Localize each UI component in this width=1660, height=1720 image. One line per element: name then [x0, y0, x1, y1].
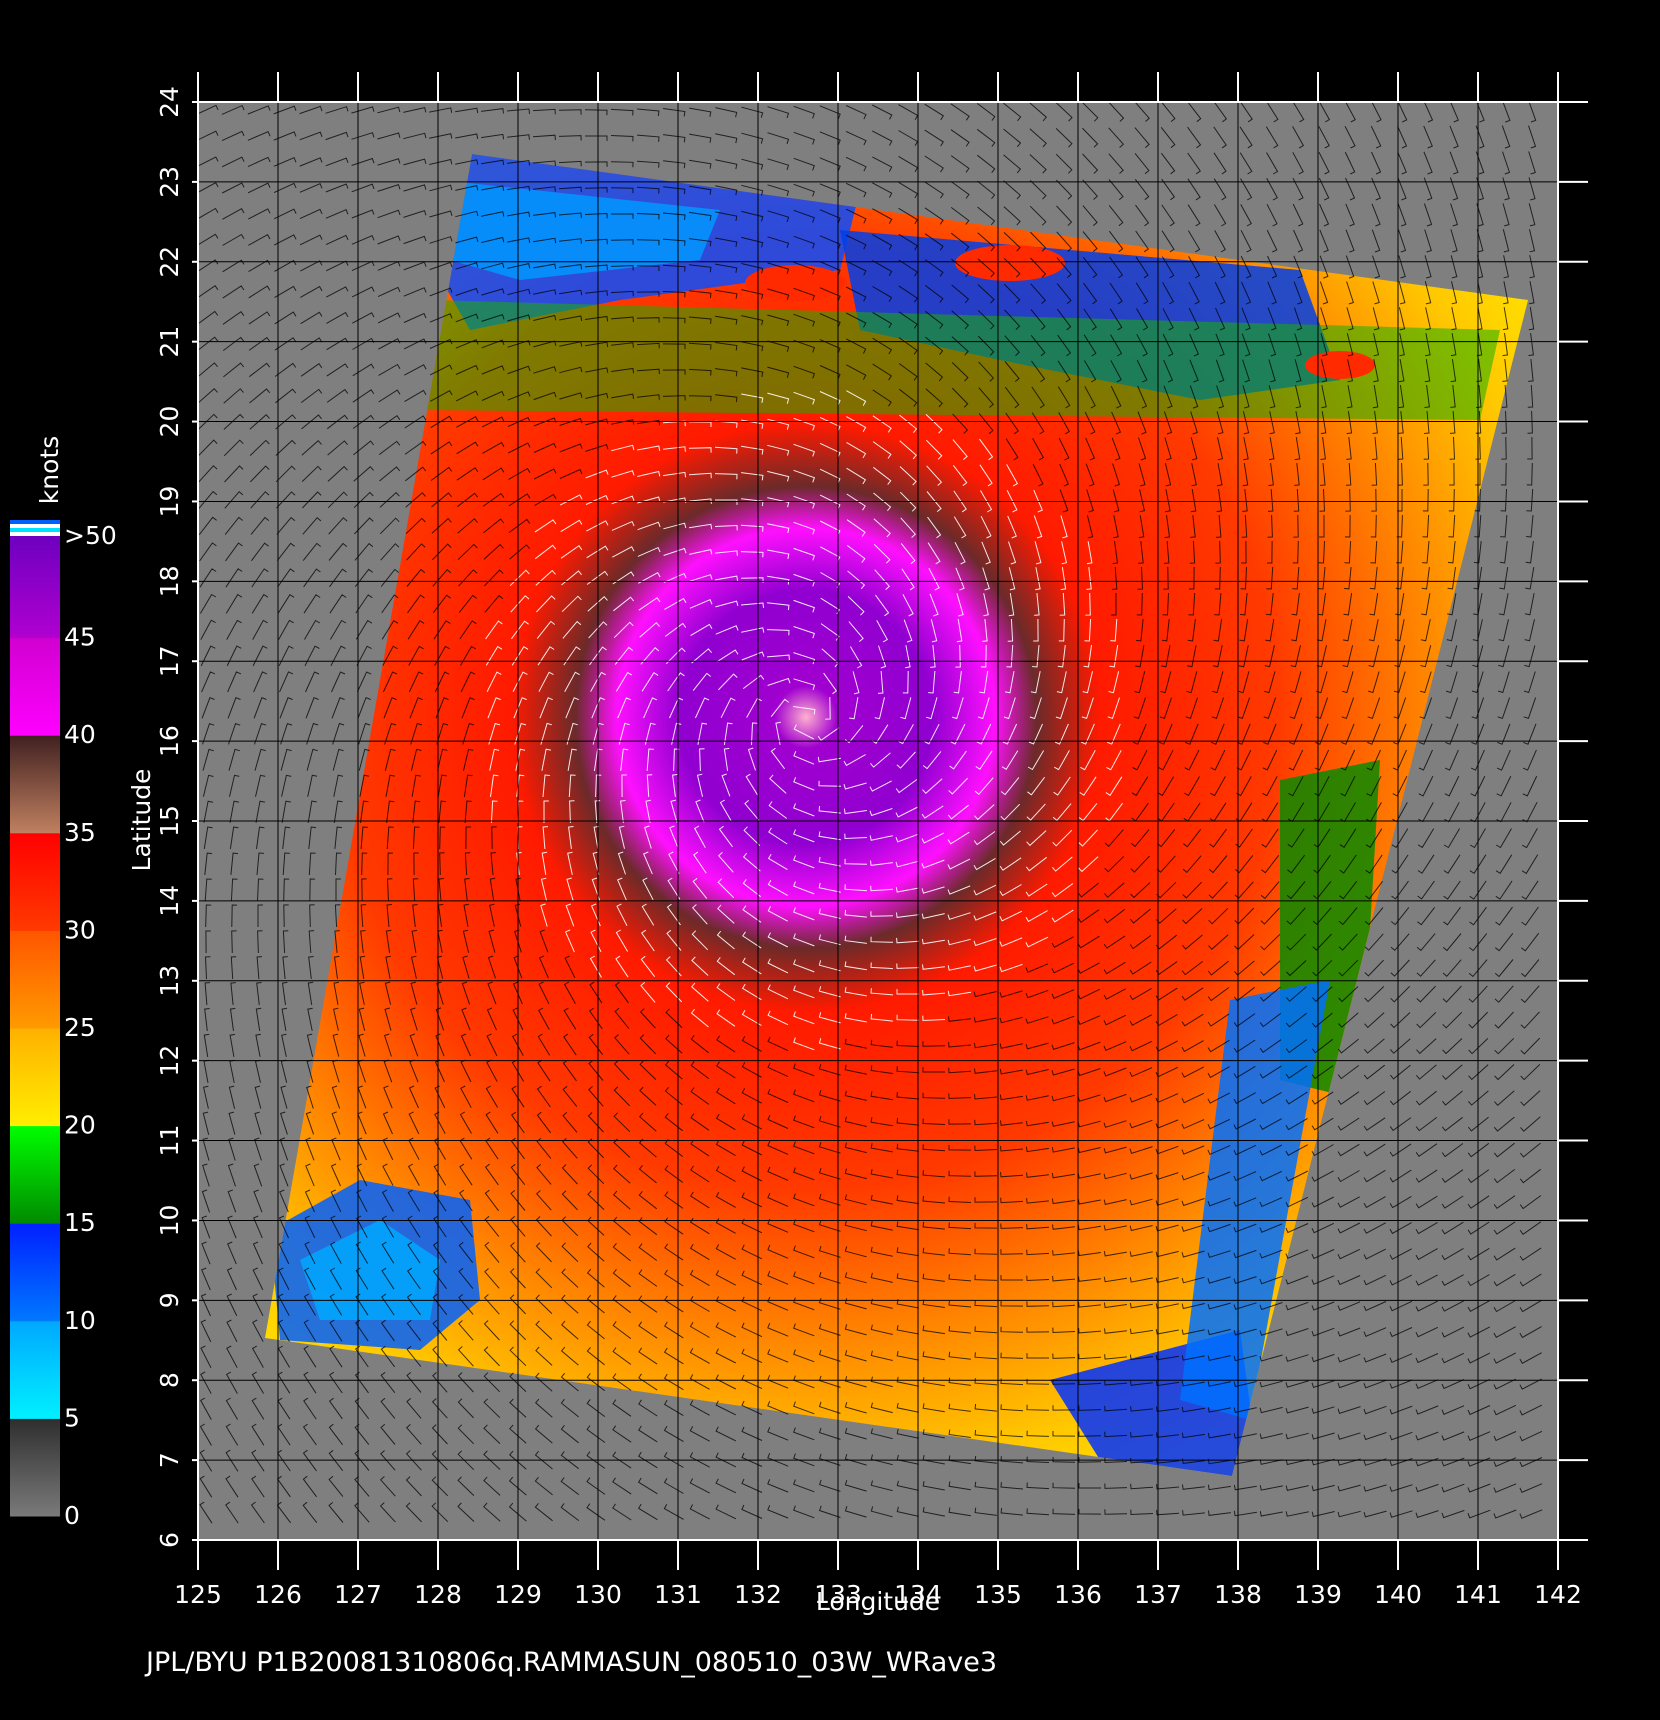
y-tick-label: 18 — [155, 565, 184, 597]
x-tick-label: 127 — [334, 1580, 382, 1609]
wind-barbs — [198, 102, 1543, 1524]
colorbar-overflow-stripe — [10, 524, 60, 528]
x-axis-title: Longitude — [816, 1587, 940, 1616]
y-tick-label: 23 — [155, 166, 184, 198]
x-tick-label: 140 — [1374, 1580, 1422, 1609]
colorbar-band — [10, 1125, 60, 1224]
colorbar-band — [10, 1223, 60, 1322]
y-tick-label: 12 — [155, 1045, 184, 1077]
y-tick-label: 7 — [155, 1452, 184, 1468]
convective-cell — [1305, 351, 1375, 379]
colorbar-band — [10, 1028, 60, 1127]
colorbar-band — [10, 735, 60, 834]
x-tick-label: 125 — [174, 1580, 222, 1609]
y-tick-label: 17 — [155, 645, 184, 677]
colorbar-label: 10 — [64, 1306, 96, 1335]
x-tick-label: 129 — [494, 1580, 542, 1609]
x-tick-label: 134 — [894, 1580, 942, 1609]
colorbar-band — [10, 1320, 60, 1419]
convective-cell — [955, 245, 1065, 281]
colorbar-label: 30 — [64, 915, 96, 944]
colorbar-overflow-stripe — [10, 528, 60, 532]
y-tick-label: 13 — [155, 965, 184, 997]
y-tick-label: 6 — [155, 1532, 184, 1548]
y-tick-label: 24 — [155, 86, 184, 118]
x-tick-label: 136 — [1054, 1580, 1102, 1609]
colorbar-label: 20 — [64, 1111, 96, 1140]
colorbar-overflow-stripe — [10, 536, 60, 540]
axes: 125 126 127 128 129 130 131 132 133 134 135 136 137 1… — [155, 72, 1588, 1609]
y-tick-label: 16 — [155, 725, 184, 757]
x-tick-label: 138 — [1214, 1580, 1262, 1609]
y-tick-label: 9 — [155, 1292, 184, 1308]
footer-filename: JPL/BYU P1B20081310806q.RAMMASUN_080510_… — [144, 1647, 997, 1678]
y-tick-label: 10 — [155, 1205, 184, 1237]
colorbar-band — [10, 637, 60, 736]
x-tick-label: 131 — [654, 1580, 702, 1609]
x-tick-label: 133 — [814, 1580, 862, 1609]
colorbar-label: 0 — [64, 1501, 80, 1530]
colorbar-label: 25 — [64, 1013, 96, 1042]
convective-cell — [745, 265, 845, 301]
x-tick-label: 142 — [1534, 1580, 1582, 1609]
colorbar: knots 0 5 10 15 20 25 30 35 40 45 >50 — [10, 436, 117, 1530]
y-axis-title: Latitude — [127, 769, 156, 872]
y-tick-label: 14 — [155, 885, 184, 917]
colorbar-label: 15 — [64, 1208, 96, 1237]
colorbar-label: 45 — [64, 623, 96, 652]
y-tick-label: 21 — [155, 326, 184, 358]
x-tick-label: 130 — [574, 1580, 622, 1609]
colorbar-label: 40 — [64, 720, 96, 749]
colorbar-band — [10, 540, 60, 639]
y-tick-label: 8 — [155, 1372, 184, 1388]
low-wind-region — [440, 180, 720, 280]
colorbar-band — [10, 1418, 60, 1517]
y-tick-label: 20 — [155, 406, 184, 438]
x-tick-label: 141 — [1454, 1580, 1502, 1609]
low-wind-region — [1180, 980, 1330, 1420]
y-tick-label: 15 — [155, 805, 184, 837]
colorbar-label: >50 — [64, 521, 117, 550]
x-tick-label: 135 — [974, 1580, 1022, 1609]
colorbar-label: 5 — [64, 1403, 80, 1432]
x-tick-label: 132 — [734, 1580, 782, 1609]
low-wind-region — [300, 1220, 440, 1320]
x-tick-label: 139 — [1294, 1580, 1342, 1609]
x-tick-label: 137 — [1134, 1580, 1182, 1609]
x-tick-label: 128 — [414, 1580, 462, 1609]
colorbar-label: 35 — [64, 818, 96, 847]
colorbar-overflow-stripe — [10, 532, 60, 536]
colorbar-unit-label: knots — [35, 436, 64, 504]
colorbar-overflow-stripe — [10, 520, 60, 524]
colorbar-band — [10, 832, 60, 931]
y-tick-label: 22 — [155, 246, 184, 278]
colorbar-band — [10, 930, 60, 1029]
y-tick-label: 19 — [155, 486, 184, 518]
x-tick-label: 126 — [254, 1580, 302, 1609]
y-tick-label: 11 — [155, 1125, 184, 1157]
